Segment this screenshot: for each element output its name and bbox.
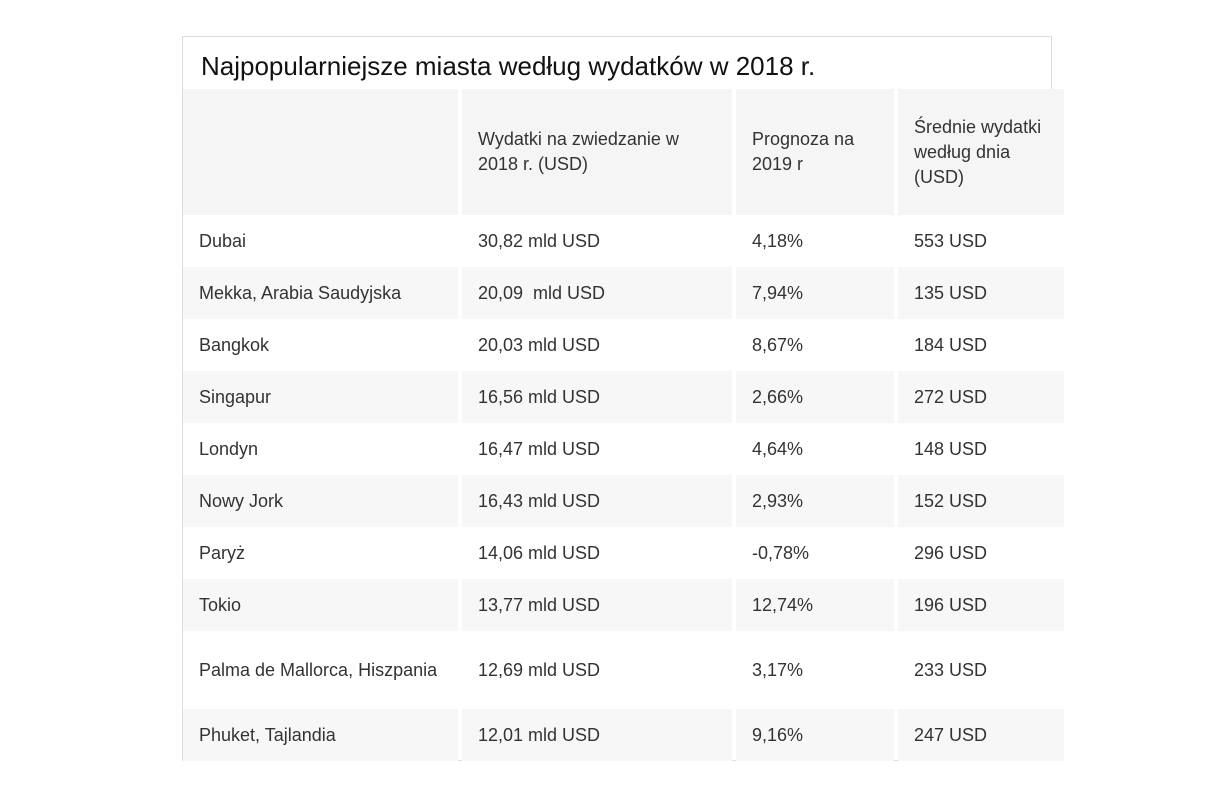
cell-city: Mekka, Arabia Saudyjska bbox=[183, 267, 458, 319]
cell-forecast: 9,16% bbox=[736, 709, 894, 761]
spending-table-card: Najpopularniejsze miasta według wydatków… bbox=[182, 36, 1064, 761]
cell-spend: 14,06 mld USD bbox=[462, 527, 732, 579]
cell-daily: 272 USD bbox=[898, 371, 1064, 423]
cell-forecast: 4,18% bbox=[736, 215, 894, 267]
cell-spend: 16,56 mld USD bbox=[462, 371, 732, 423]
header-city bbox=[183, 89, 458, 215]
cell-spend: 13,77 mld USD bbox=[462, 579, 732, 631]
cell-daily: 247 USD bbox=[898, 709, 1064, 761]
cell-daily: 296 USD bbox=[898, 527, 1064, 579]
cell-daily: 148 USD bbox=[898, 423, 1064, 475]
table-row: Palma de Mallorca, Hiszpania 12,69 mld U… bbox=[183, 631, 1064, 709]
cell-city: Londyn bbox=[183, 423, 458, 475]
cell-daily: 184 USD bbox=[898, 319, 1064, 371]
table-row: Tokio 13,77 mld USD 12,74% 196 USD bbox=[183, 579, 1064, 631]
cell-forecast: 4,64% bbox=[736, 423, 894, 475]
table-title: Najpopularniejsze miasta według wydatków… bbox=[201, 51, 816, 81]
cell-forecast: 3,17% bbox=[736, 631, 894, 709]
cell-city: Nowy Jork bbox=[183, 475, 458, 527]
table-row: Mekka, Arabia Saudyjska 20,09 mld USD 7,… bbox=[183, 267, 1064, 319]
header-daily-average: Średnie wydatki według dnia (USD) bbox=[898, 89, 1064, 215]
cell-forecast: 2,66% bbox=[736, 371, 894, 423]
cell-daily: 233 USD bbox=[898, 631, 1064, 709]
cell-city: Bangkok bbox=[183, 319, 458, 371]
cell-spend: 30,82 mld USD bbox=[462, 215, 732, 267]
table-row: Bangkok 20,03 mld USD 8,67% 184 USD bbox=[183, 319, 1064, 371]
cell-daily: 553 USD bbox=[898, 215, 1064, 267]
cell-city: Palma de Mallorca, Hiszpania bbox=[183, 631, 458, 709]
table-row: Dubai 30,82 mld USD 4,18% 553 USD bbox=[183, 215, 1064, 267]
header-forecast-2019: Prognoza na 2019 r bbox=[736, 89, 894, 215]
table-row: Phuket, Tajlandia 12,01 mld USD 9,16% 24… bbox=[183, 709, 1064, 761]
table-row: Londyn 16,47 mld USD 4,64% 148 USD bbox=[183, 423, 1064, 475]
cell-city: Phuket, Tajlandia bbox=[183, 709, 458, 761]
cell-forecast: 2,93% bbox=[736, 475, 894, 527]
cell-spend: 16,47 mld USD bbox=[462, 423, 732, 475]
cell-daily: 152 USD bbox=[898, 475, 1064, 527]
cell-spend: 20,09 mld USD bbox=[462, 267, 732, 319]
cell-daily: 135 USD bbox=[898, 267, 1064, 319]
cell-daily: 196 USD bbox=[898, 579, 1064, 631]
cell-city: Dubai bbox=[183, 215, 458, 267]
city-spending-table: Wydatki na zwiedzanie w 2018 r. (USD) Pr… bbox=[179, 89, 1068, 761]
header-row: Wydatki na zwiedzanie w 2018 r. (USD) Pr… bbox=[183, 89, 1064, 215]
cell-forecast: 8,67% bbox=[736, 319, 894, 371]
table-row: Paryż 14,06 mld USD -0,78% 296 USD bbox=[183, 527, 1064, 579]
header-spend-2018: Wydatki na zwiedzanie w 2018 r. (USD) bbox=[462, 89, 732, 215]
cell-spend: 16,43 mld USD bbox=[462, 475, 732, 527]
table-row: Nowy Jork 16,43 mld USD 2,93% 152 USD bbox=[183, 475, 1064, 527]
cell-forecast: -0,78% bbox=[736, 527, 894, 579]
table-row: Singapur 16,56 mld USD 2,66% 272 USD bbox=[183, 371, 1064, 423]
cell-city: Singapur bbox=[183, 371, 458, 423]
cell-forecast: 7,94% bbox=[736, 267, 894, 319]
cell-spend: 20,03 mld USD bbox=[462, 319, 732, 371]
cell-city: Paryż bbox=[183, 527, 458, 579]
cell-spend: 12,01 mld USD bbox=[462, 709, 732, 761]
cell-forecast: 12,74% bbox=[736, 579, 894, 631]
cell-city: Tokio bbox=[183, 579, 458, 631]
cell-spend: 12,69 mld USD bbox=[462, 631, 732, 709]
